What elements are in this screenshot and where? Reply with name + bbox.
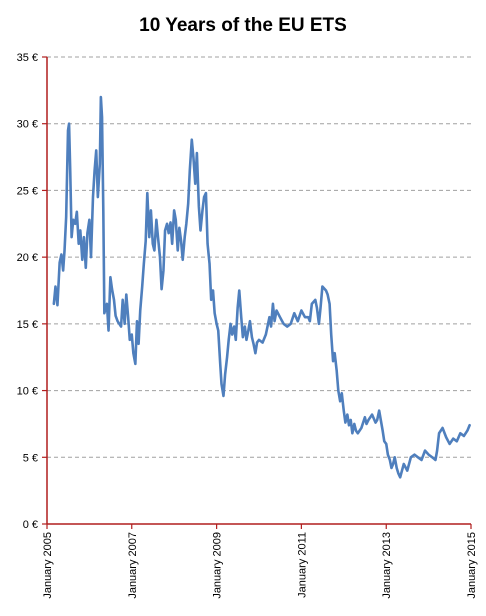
y-tick-label: 10 € xyxy=(17,386,38,398)
x-tick-labels: January 2005 January 2007 January 2009 Janu… xyxy=(42,532,478,599)
x-tick-label: January 2015 xyxy=(466,532,478,599)
y-tick-label: 15 € xyxy=(17,319,38,331)
x-tick-label: January 2013 xyxy=(381,532,393,599)
x-tick-label: January 2007 xyxy=(127,532,139,599)
y-tick-label: 30 € xyxy=(17,119,38,131)
y-tick-label: 25 € xyxy=(17,185,38,197)
y-tick-label: 0 € xyxy=(23,519,38,531)
chart-title: 10 Years of the EU ETS xyxy=(139,15,347,36)
x-tick-label: January 2009 xyxy=(212,532,224,599)
y-tick-label: 5 € xyxy=(23,452,38,464)
y-tick-labels: 0 € 5 € 10 € 15 € 20 € 25 € 30 € 35 € xyxy=(17,52,38,531)
y-tick-label: 20 € xyxy=(17,252,38,264)
x-tick-label: January 2005 xyxy=(42,532,54,599)
x-tick-label: January 2011 xyxy=(296,532,308,598)
grid-layer xyxy=(47,56,471,458)
y-tick-label: 35 € xyxy=(17,52,38,64)
axis-layer xyxy=(42,56,472,529)
series-line xyxy=(52,95,471,479)
series-layer xyxy=(52,95,471,479)
